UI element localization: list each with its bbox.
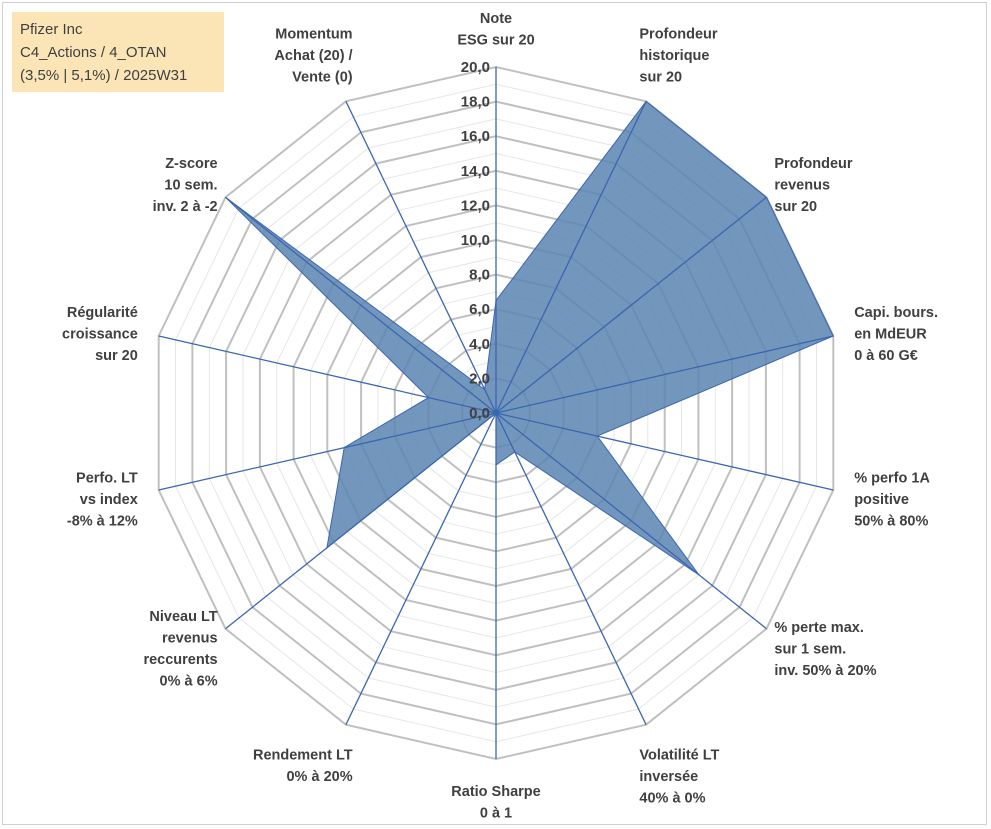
axis-label-line: 40% à 0% [639,790,705,806]
axis-spoke [495,412,767,630]
axis-label: Rendement LT 0% à 20% [253,747,353,785]
axis-label-line: Achat (20) / [274,48,352,64]
axis-spoke [345,412,497,725]
axis-label-line: -8% à 12% [67,514,138,530]
axis-label-line: vs index [80,492,138,508]
axis-label-line: Capi. bours. [854,305,938,321]
tick-label: 16,0 [461,128,490,145]
axis-label-line: 0 à 1 [480,806,512,822]
period-info: (3,5% | 5,1%) / 2025W31 [20,67,188,84]
axis-label-line: 0% à 6% [160,674,218,690]
axis-spoke [495,101,647,414]
tick-label: 10,0 [461,232,490,249]
tick-label: 14,0 [461,163,490,180]
axis-label-line: en MdEUR [854,327,927,343]
axis-label-line: sur 20 [639,70,682,86]
axis-label: Z-score 10 sem. inv. 2 à -2 [153,156,218,215]
company-name: Pfizer Inc [20,21,83,38]
axis-label-line: ESG sur 20 [457,33,534,49]
tick-label: 2,0 [469,370,490,387]
axis-label-line: reccurents [143,652,217,668]
axis-label: Capi. bours. en MdEUR 0 à 60 G€ [854,305,938,364]
axis-label-line: Régularité [67,305,138,321]
axis-label-line: revenus [774,178,830,194]
data-series-area [225,100,834,576]
axis-spoke [495,412,647,725]
axis-label-line: historique [639,48,709,64]
axis-label-line: croissance [62,327,138,343]
axis-label-line: Ratio Sharpe [451,784,540,800]
axis-label: % perfo 1A positive 50% à 80% [854,471,930,530]
axis-label-line: Perfo. LT [76,471,138,487]
tick-label: 6,0 [469,301,490,318]
axis-label: Régularité croissance sur 20 [62,305,138,364]
axis-label-line: sur 1 sem. [774,641,846,657]
axis-label-line: inversée [639,769,698,785]
axis-label-line: Note [480,11,512,27]
axis-labels: Note ESG sur 20 Profondeur historique sur 20… [62,11,938,822]
axis-label-line: sur 20 [774,199,817,215]
axis-label: Momentum Achat (20) / Vente (0) [274,27,352,86]
axis-label-line: % perte max. [774,620,863,636]
info-box: Pfizer Inc C4_Actions / 4_OTAN (3,5% | 5… [12,12,224,92]
axis-label: Profondeur historique sur 20 [639,27,717,86]
axis-label: Niveau LT revenus reccurents 0% à 6% [143,609,217,690]
axis-label-line: 0% à 20% [286,769,352,785]
axis-spoke [495,335,834,414]
tick-label: 18,0 [461,94,490,111]
axis-label: Note ESG sur 20 [457,11,534,49]
axis-label-line: 10 sem. [164,178,217,194]
axis-label-line: Volatilité LT [639,747,719,763]
data-area [225,100,834,576]
axis-spoke [495,196,767,414]
axis-spoke [225,196,497,414]
axis-spoke [495,412,834,491]
axis-spokes [158,67,834,759]
axis-label-line: Niveau LT [149,609,217,625]
axis-label-line: sur 20 [95,348,138,364]
axis-label-line: Profondeur [774,156,852,172]
axis-spoke [225,412,497,630]
tick-labels: 0,0 2,0 4,0 6,0 8,0 10,0 12,0 14,0 16,0 18,0 20,0 [461,59,490,422]
axis-label-line: Vente (0) [292,70,353,86]
axis-label-line: 50% à 80% [854,514,928,530]
axis-spoke [158,412,497,491]
axis-label-line: revenus [162,631,218,647]
axis-label-line: Profondeur [639,27,717,43]
tick-label: 4,0 [469,336,490,353]
axis-label-line: inv. 50% à 20% [774,663,876,679]
tick-label: 0,0 [469,405,490,422]
axis-label: % perte max. sur 1 sem. inv. 50% à 20% [774,620,876,679]
axis-label-line: % perfo 1A [854,471,930,487]
axis-spoke [345,101,497,414]
tick-label: 20,0 [461,59,490,76]
axis-label-line: Momentum [275,27,352,43]
axis-label-line: Z-score [165,156,217,172]
axis-label-line: positive [854,492,909,508]
axis-label-line: 0 à 60 G€ [854,348,918,364]
axis-label: Perfo. LT vs index -8% à 12% [67,471,138,530]
axis-label: Ratio Sharpe 0 à 1 [451,784,540,822]
tick-label: 8,0 [469,267,490,284]
axis-label: Profondeur revenus sur 20 [774,156,852,215]
axis-label-line: Rendement LT [253,747,353,763]
axis-label: Volatilité LT inversée 40% à 0% [639,747,719,806]
axis-label-line: inv. 2 à -2 [153,199,218,215]
tick-label: 12,0 [461,197,490,214]
axis-spoke [158,335,497,414]
portfolio-code: C4_Actions / 4_OTAN [20,44,167,61]
